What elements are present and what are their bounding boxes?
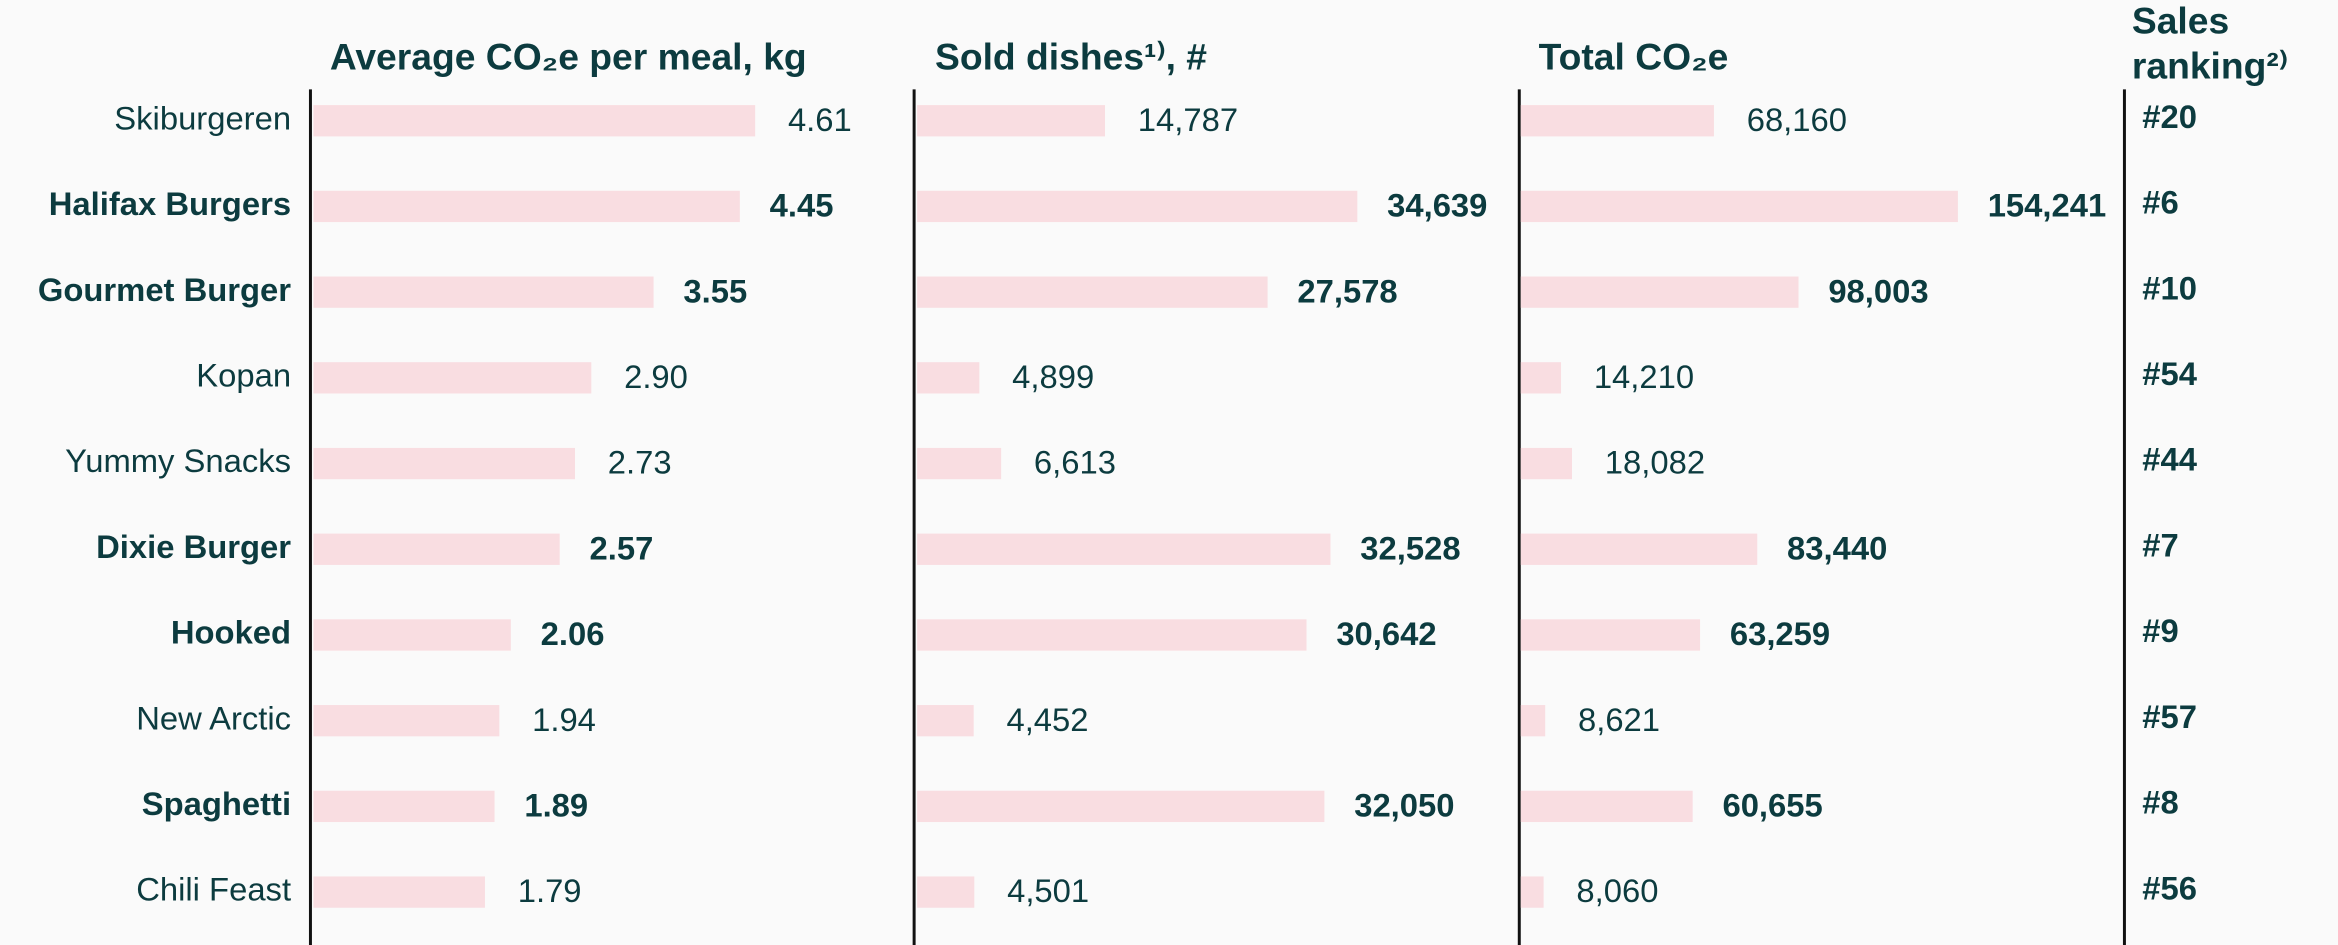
panel-title: Total CO₂e: [1539, 35, 1729, 77]
bar: [1520, 876, 1544, 908]
ranking-label: #44: [2142, 441, 2197, 478]
value-label: 1.89: [524, 787, 588, 824]
bar: [1520, 705, 1546, 737]
bar: [313, 105, 756, 137]
category-label: Chili Feast: [136, 871, 291, 908]
category-label: Yummy Snacks: [65, 442, 291, 479]
bar: [313, 190, 740, 223]
bar: [1520, 105, 1714, 137]
bar: [313, 876, 485, 908]
bar: [313, 362, 592, 394]
value-label: 4,899: [1012, 358, 1094, 395]
category-label: Kopan: [196, 357, 291, 394]
value-label: 4,452: [1006, 701, 1088, 738]
bar: [313, 276, 654, 308]
bar: [1520, 190, 1958, 223]
value-label: 98,003: [1828, 272, 1928, 309]
value-label: 27,578: [1297, 272, 1397, 309]
bar: [917, 447, 1002, 480]
bar: [917, 790, 1325, 823]
bar: [917, 105, 1106, 137]
ranking-label: #8: [2142, 784, 2178, 821]
value-label: 34,639: [1387, 187, 1487, 224]
value-label: 8,060: [1576, 872, 1658, 909]
value-label: 68,160: [1747, 101, 1847, 138]
ranking-label: #54: [2142, 355, 2197, 392]
value-label: 8,621: [1578, 701, 1660, 738]
bar: [1520, 447, 1573, 480]
value-label: 4.61: [788, 101, 852, 138]
value-label: 1.94: [532, 701, 596, 738]
bar: [1520, 619, 1701, 651]
bar: [917, 276, 1268, 308]
value-label: 154,241: [1988, 187, 2106, 224]
value-label: 4.45: [770, 187, 834, 224]
ranking-label: #20: [2142, 98, 2197, 135]
value-label: 32,528: [1360, 529, 1460, 566]
bar: [1520, 362, 1562, 394]
value-label: 32,050: [1354, 787, 1454, 824]
ranking-label: #56: [2142, 869, 2197, 906]
category-label: Dixie Burger: [96, 528, 291, 565]
ranking-label: #6: [2142, 184, 2178, 221]
category-label: Halifax Burgers: [49, 185, 291, 222]
bar: [1520, 276, 1799, 308]
value-label: 2.73: [608, 444, 672, 481]
bar: [917, 362, 980, 394]
value-label: 18,082: [1605, 444, 1705, 481]
ranking-title: Sales: [2132, 0, 2229, 42]
panel-title: Average CO₂e per meal, kg: [330, 35, 807, 77]
ranking-title: ranking²⁾: [2132, 44, 2288, 86]
bar: [313, 619, 511, 651]
value-label: 2.57: [590, 529, 654, 566]
value-label: 2.90: [624, 358, 688, 395]
category-label: New Arctic: [136, 699, 291, 736]
ranking-label: #7: [2142, 526, 2178, 563]
bar: [917, 533, 1331, 565]
category-label: Skiburgeren: [114, 99, 291, 136]
bar: [917, 190, 1358, 223]
value-label: 14,787: [1138, 101, 1238, 138]
value-label: 6,613: [1034, 444, 1116, 481]
category-label: Gourmet Burger: [38, 271, 291, 308]
ranking-label: #57: [2142, 698, 2197, 735]
category-label: Hooked: [171, 614, 291, 651]
panel-title: Sold dishes¹⁾, #: [935, 35, 1207, 77]
ranking-label: #9: [2142, 612, 2178, 649]
bar: [1520, 790, 1693, 823]
value-label: 60,655: [1722, 787, 1822, 824]
value-label: 1.79: [518, 872, 582, 909]
bar: [313, 790, 495, 823]
value-label: 4,501: [1007, 872, 1089, 909]
bar: [313, 705, 500, 737]
value-label: 83,440: [1787, 529, 1887, 566]
ranking-label: #10: [2142, 269, 2197, 306]
bar: [917, 876, 975, 908]
category-label: Spaghetti: [142, 785, 291, 822]
bar: [917, 705, 974, 737]
value-label: 63,259: [1730, 615, 1830, 652]
value-label: 14,210: [1594, 358, 1694, 395]
bar: [313, 533, 560, 565]
bar: [917, 619, 1307, 651]
value-label: 3.55: [683, 272, 747, 309]
value-label: 2.06: [541, 615, 605, 652]
value-label: 30,642: [1336, 615, 1436, 652]
bar: [1520, 533, 1758, 565]
bar: [313, 447, 576, 480]
